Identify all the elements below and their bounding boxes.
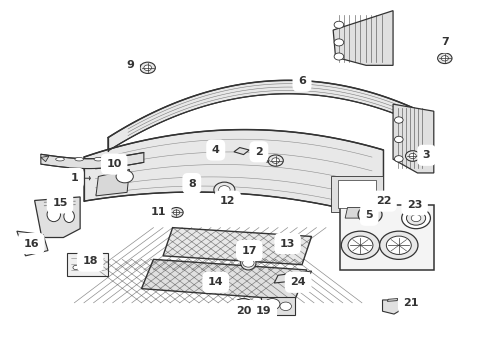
Circle shape [271,158,279,163]
Circle shape [333,53,343,60]
Text: 17: 17 [241,246,257,256]
Circle shape [410,215,420,222]
Circle shape [264,298,280,310]
Text: 7: 7 [440,37,448,48]
Circle shape [394,136,402,143]
Text: 5: 5 [365,210,372,220]
Circle shape [169,207,183,217]
Ellipse shape [75,157,83,161]
Circle shape [440,56,447,61]
Ellipse shape [56,157,64,161]
Polygon shape [337,180,376,208]
Circle shape [213,182,234,198]
Circle shape [237,302,249,311]
Circle shape [26,239,35,245]
Text: 21: 21 [403,298,418,309]
Text: 4: 4 [211,145,219,155]
Text: 15: 15 [52,198,67,208]
Text: 19: 19 [255,306,271,315]
Circle shape [21,235,39,248]
Text: 3: 3 [422,150,429,160]
Circle shape [333,39,343,46]
Circle shape [357,206,381,224]
Polygon shape [17,231,48,256]
Polygon shape [345,207,380,218]
Polygon shape [163,228,311,265]
Polygon shape [141,259,306,300]
Circle shape [437,53,451,64]
Circle shape [386,236,410,255]
Polygon shape [332,11,392,66]
Circle shape [218,186,230,194]
Polygon shape [41,156,49,162]
Text: 16: 16 [23,239,39,248]
Circle shape [363,210,376,220]
Circle shape [394,156,402,162]
Circle shape [242,259,254,267]
Circle shape [379,231,417,259]
Circle shape [394,117,402,123]
Text: 18: 18 [82,256,98,266]
Text: 1: 1 [70,173,78,183]
Circle shape [116,170,133,183]
Circle shape [401,207,429,229]
Text: 6: 6 [298,76,305,86]
Text: 20: 20 [235,306,251,315]
Circle shape [280,302,291,311]
Circle shape [73,265,79,270]
Circle shape [140,62,155,73]
Text: 13: 13 [279,239,295,248]
Text: 22: 22 [375,196,390,206]
Polygon shape [84,130,383,219]
Circle shape [405,151,419,161]
Text: 24: 24 [290,277,305,287]
Circle shape [267,155,283,166]
Circle shape [232,298,254,314]
Circle shape [347,236,372,255]
Polygon shape [382,300,398,314]
Circle shape [341,231,379,259]
Polygon shape [330,176,383,212]
Bar [67,253,108,276]
Polygon shape [274,271,311,283]
Ellipse shape [240,256,256,270]
Ellipse shape [47,207,61,222]
Polygon shape [233,148,249,154]
Text: 10: 10 [106,159,122,169]
Text: 8: 8 [187,179,195,189]
Text: 9: 9 [126,60,134,70]
Polygon shape [96,170,129,196]
Polygon shape [35,197,80,238]
Polygon shape [386,298,397,301]
Circle shape [333,21,343,28]
Ellipse shape [94,157,102,161]
Polygon shape [392,104,433,173]
Polygon shape [41,153,143,168]
Text: 14: 14 [207,277,223,287]
Text: 12: 12 [220,196,235,206]
Circle shape [408,153,415,159]
Circle shape [173,210,180,215]
Bar [340,205,433,270]
Circle shape [143,65,151,71]
Circle shape [406,211,425,225]
Text: 23: 23 [406,200,422,210]
Text: 2: 2 [254,147,262,157]
Polygon shape [261,297,294,315]
Polygon shape [108,80,424,151]
Ellipse shape [64,210,74,222]
Text: 11: 11 [150,207,165,217]
